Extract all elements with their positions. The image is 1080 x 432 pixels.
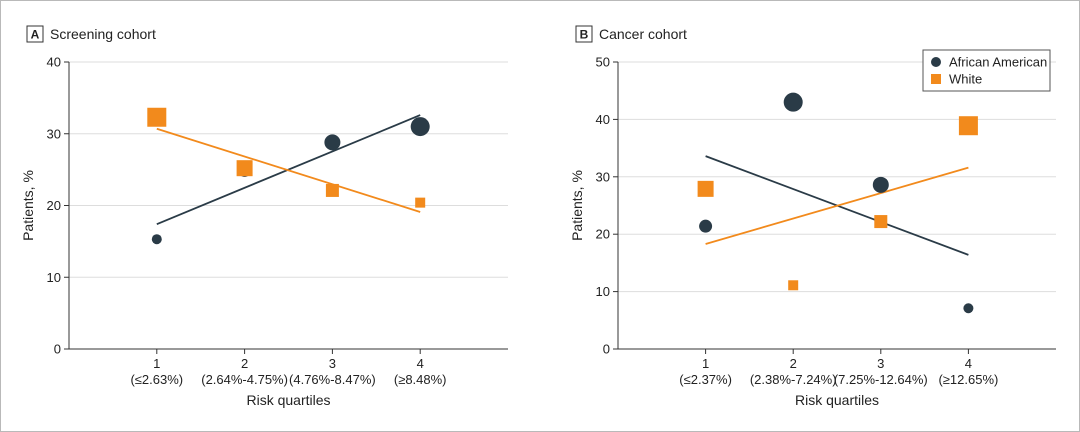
- panel-b-y-tick-label: 20: [596, 227, 610, 242]
- panel-b-y-tick-label: 50: [596, 55, 610, 70]
- panel-b-african-american-point: [872, 176, 889, 193]
- panel-b-african-american-point: [699, 219, 713, 233]
- panel-a-x-tick-sublabel: (≤2.63%): [130, 372, 183, 387]
- panel-a-letter: A: [31, 28, 40, 42]
- panel-b-x-tick-label: 2: [790, 356, 797, 371]
- panel-b-white-point: [874, 215, 888, 229]
- panel-b-x-tick-sublabel: (≥12.65%): [938, 372, 998, 387]
- panel-a-x-tick-label: 1: [153, 356, 160, 371]
- panel-a-y-axis-title: Patients, %: [20, 170, 36, 241]
- panel-a-x-tick-sublabel: (2.64%-4.75%): [201, 372, 288, 387]
- panel-a-x-tick-label: 4: [417, 356, 424, 371]
- panel-b-y-axis-title: Patients, %: [569, 170, 585, 241]
- legend-african-american-label: African American: [949, 55, 1047, 70]
- panel-b-x-tick-label: 3: [877, 356, 884, 371]
- panel-a-x-tick-label: 3: [329, 356, 336, 371]
- panel-b-x-tick-sublabel: (≤2.37%): [679, 372, 732, 387]
- panel-a-y-tick-label: 40: [47, 55, 61, 70]
- legend-white-marker: [931, 74, 941, 84]
- panel-a-letter-box: [26, 25, 44, 43]
- panel-b-y-tick-label: 10: [596, 284, 610, 299]
- panel-a-african-american-point: [410, 117, 430, 137]
- panel-b-white-point: [788, 280, 799, 291]
- panel-b-x-tick-label: 4: [965, 356, 972, 371]
- legend-white-label: White: [949, 72, 982, 87]
- panel-a-y-tick-label: 0: [54, 342, 61, 357]
- panel-a-african-american-point: [324, 134, 341, 151]
- panel-b-african-american-point: [783, 92, 803, 112]
- panel-a-x-tick-sublabel: (4.76%-8.47%): [289, 372, 376, 387]
- panel-a-white-point: [147, 107, 167, 127]
- panel-b-y-tick-label: 30: [596, 169, 610, 184]
- panel-b-y-tick-label: 0: [603, 342, 610, 357]
- panel-a-y-tick-label: 10: [47, 270, 61, 285]
- panel-b-y-tick-label: 40: [596, 112, 610, 127]
- panel-b-x-tick-label: 1: [702, 356, 709, 371]
- legend-box: [922, 49, 1051, 92]
- panel-b-letter: B: [580, 28, 589, 42]
- panel-b-white-point: [697, 180, 714, 197]
- panel-a-white-point: [236, 160, 253, 177]
- legend-african-american-marker: [931, 57, 941, 67]
- panel-b-white-trend-line: [705, 166, 969, 245]
- panel-b-letter-box: [575, 25, 593, 43]
- panel-a-x-tick-sublabel: (≥8.48%): [394, 372, 447, 387]
- panel-a-x-tick-label: 2: [241, 356, 248, 371]
- panel-b-african-american-point: [963, 303, 974, 314]
- panel-a-white-point: [415, 197, 426, 208]
- panel-b-x-tick-sublabel: (7.25%-12.64%): [834, 372, 928, 387]
- panel-a-african-american-point: [151, 234, 162, 245]
- panel-a-white-point: [325, 183, 339, 197]
- panel-b-x-tick-sublabel: (2.38%-7.24%): [750, 372, 837, 387]
- panel-a-x-axis-title: Risk quartiles: [246, 392, 330, 408]
- panel-b-white-point: [958, 116, 978, 136]
- panel-b-title: Cancer cohort: [599, 26, 687, 42]
- panel-a-title: Screening cohort: [50, 26, 156, 42]
- panel-b-x-axis-title: Risk quartiles: [795, 392, 879, 408]
- panel-a-y-tick-label: 20: [47, 198, 61, 213]
- panel-a-white-trend-line: [156, 127, 421, 213]
- panel-a-y-tick-label: 30: [47, 126, 61, 141]
